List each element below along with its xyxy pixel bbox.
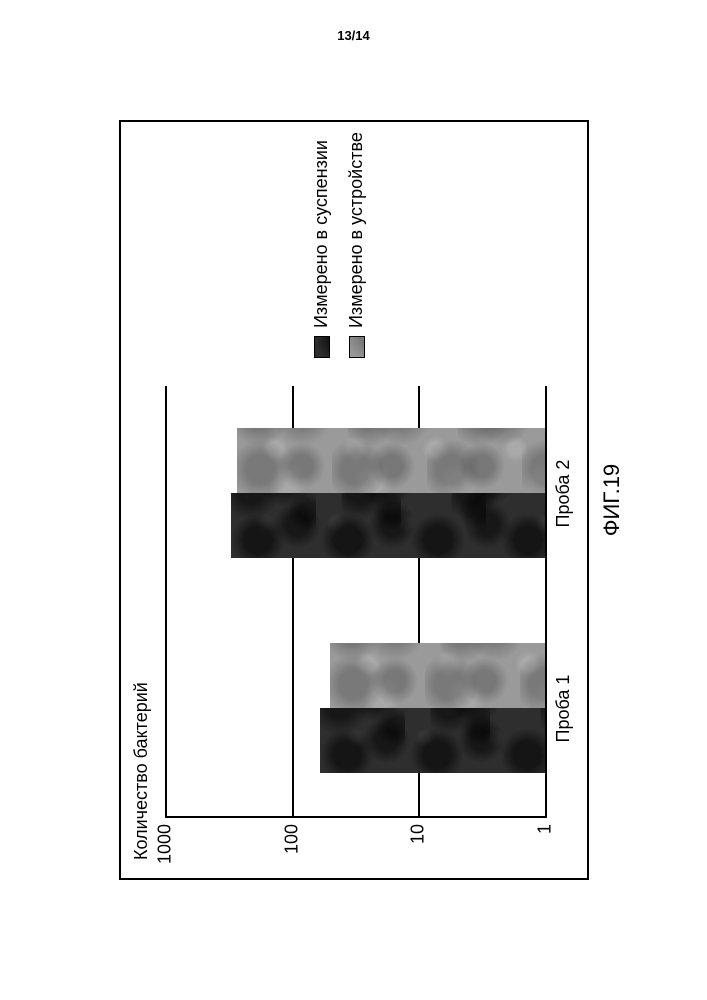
page-number: 13/14	[0, 28, 707, 43]
chart-title: Количество бактерий	[131, 682, 152, 860]
legend-label-light: Измерено в устройстве	[346, 132, 367, 328]
bar-suspension	[231, 494, 545, 559]
y-tick-label: 10	[407, 824, 428, 844]
y-tick-label: 1	[534, 824, 555, 834]
chart-rotated-container: Количество бактерий 1101001000Проба 1Про…	[119, 120, 589, 880]
legend-swatch-light	[348, 336, 364, 358]
legend-swatch-dark	[313, 336, 329, 358]
bar-device	[237, 429, 545, 494]
x-category-label: Проба 1	[553, 675, 574, 743]
y-tick-label: 1000	[154, 824, 175, 864]
legend-label-dark: Измерено в суспензии	[311, 140, 332, 328]
gridline	[165, 386, 167, 816]
legend: Измерено в суспензии Измерено в устройст…	[311, 132, 381, 358]
legend-item-device: Измерено в устройстве	[346, 132, 367, 358]
figure-caption: ФИГ.19	[599, 122, 625, 878]
chart-frame: Количество бактерий 1101001000Проба 1Про…	[119, 120, 589, 880]
x-category-label: Проба 2	[553, 460, 574, 528]
page: 13/14 Количество бактерий 1101001000Проб…	[0, 0, 707, 1000]
legend-item-suspension: Измерено в суспензии	[311, 132, 332, 358]
y-tick-label: 100	[281, 824, 302, 854]
bar-device	[329, 644, 544, 709]
bar-suspension	[319, 709, 544, 774]
plot-area: 1101001000Проба 1Проба 2	[165, 386, 547, 818]
